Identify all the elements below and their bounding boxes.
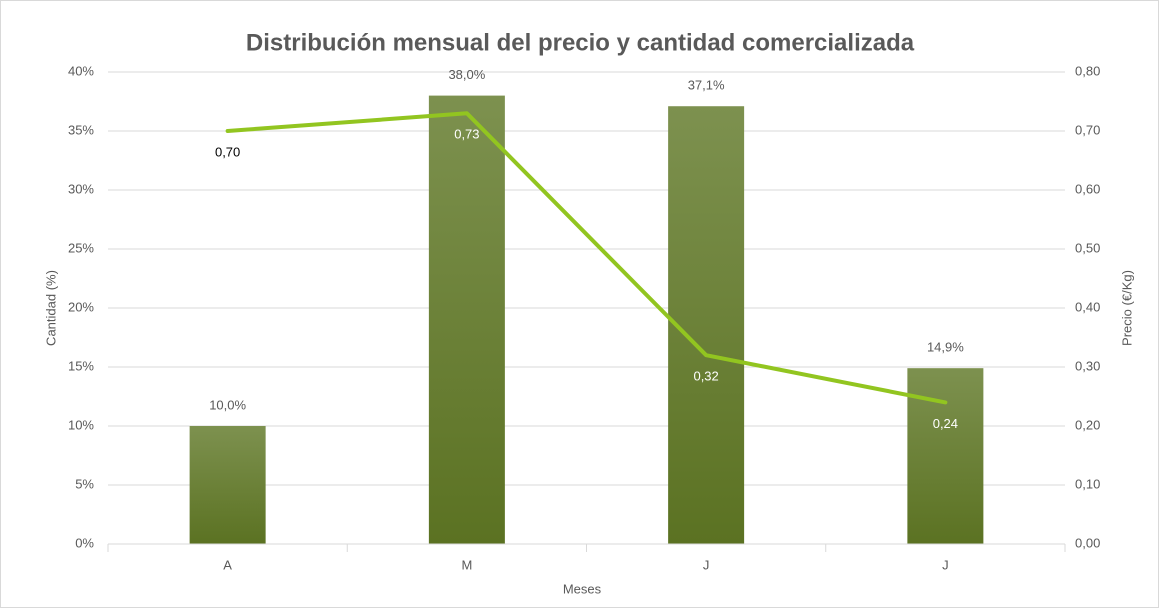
y-tick-label: 25% [68,240,94,255]
line-value-label: 0,73 [454,127,479,142]
bar [428,95,505,544]
y2-tick-label: 0,30 [1075,358,1100,373]
x-tick-label: M [461,557,472,572]
bar-value-label: 14,9% [927,340,964,355]
y-tick-label: 35% [68,122,94,137]
y-tick-label: 30% [68,181,94,196]
line [225,111,948,405]
y-axis-label: Cantidad (%) [43,270,58,346]
y-tick-label: 20% [68,299,94,314]
bar [907,368,984,544]
y-tick-label: 10% [68,417,94,432]
line-value-label: 0,32 [693,369,718,384]
x-tick-label: J [703,557,710,572]
bar-value-label: 10,0% [209,397,246,412]
line-value-label: 0,24 [933,416,958,431]
y2-tick-label: 0,60 [1075,181,1100,196]
y2-tick-label: 0,10 [1075,476,1100,491]
bar-value-label: 38,0% [448,67,485,82]
chart-title: Distribución mensual del precio y cantid… [246,29,915,56]
x-axis-label: Meses [563,581,602,596]
y-tick-label: 15% [68,358,94,373]
bar [189,426,266,544]
y2-tick-label: 0,80 [1075,63,1100,78]
y2-tick-label: 0,00 [1075,535,1100,550]
y-tick-label: 0% [75,535,94,550]
x-tick-label: J [942,557,949,572]
bar [668,106,745,544]
y-tick-label: 40% [68,63,94,78]
y2-tick-label: 0,20 [1075,417,1100,432]
y2-tick-label: 0,40 [1075,299,1100,314]
y2-axis-label: Precio (€/Kg) [1119,270,1134,346]
y2-tick-label: 0,50 [1075,240,1100,255]
y-tick-label: 5% [75,476,94,491]
x-tick-label: A [223,557,232,572]
y2-tick-label: 0,70 [1075,122,1100,137]
line-value-label: 0,70 [215,144,240,159]
bar-value-label: 37,1% [688,78,725,93]
